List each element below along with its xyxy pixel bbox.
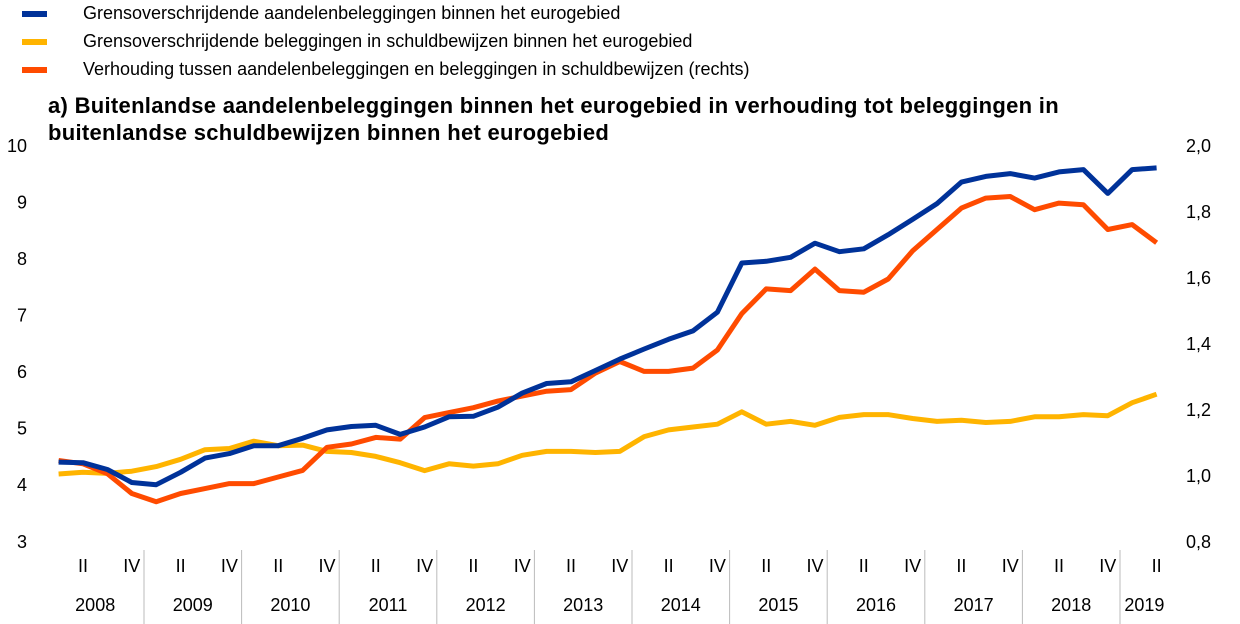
x-tick-label: II [78, 556, 88, 576]
year-label: 2018 [1051, 595, 1091, 615]
legend-label: Grensoverschrijdende beleggingen in schu… [83, 31, 692, 51]
y-tick-label: 3 [17, 532, 27, 552]
y-tick-label: 6 [17, 362, 27, 382]
year-label: 2012 [466, 595, 506, 615]
year-label: 2019 [1124, 595, 1164, 615]
year-label: 2010 [270, 595, 310, 615]
x-tick-label: IV [123, 556, 140, 576]
chart-title: a) Buitenlandse aandelenbeleggingen binn… [48, 93, 1059, 145]
series-line [58, 165, 1157, 488]
year-label: 2017 [954, 595, 994, 615]
x-tick-label: IV [904, 556, 921, 576]
x-tick-label: II [273, 556, 283, 576]
year-label: 2014 [661, 595, 701, 615]
x-tick-label: II [1152, 556, 1162, 576]
y2-tick-label: 1,4 [1186, 334, 1211, 354]
x-tick-label: II [566, 556, 576, 576]
y2-tick-label: 2,0 [1186, 136, 1211, 156]
x-tick-label: IV [806, 556, 823, 576]
x-tick-label: IV [416, 556, 433, 576]
x-tick-label: IV [709, 556, 726, 576]
x-tick-label: II [1054, 556, 1064, 576]
y2-tick-label: 1,6 [1186, 268, 1211, 288]
year-label: 2011 [369, 595, 408, 615]
y-tick-label: 5 [17, 419, 27, 439]
x-tick-label: II [371, 556, 381, 576]
year-label: 2013 [563, 595, 603, 615]
x-tick-label: II [468, 556, 478, 576]
x-tick-label: IV [514, 556, 531, 576]
y2-tick-label: 1,0 [1186, 466, 1211, 486]
y2-tick-label: 1,2 [1186, 400, 1211, 420]
y2-tick-label: 1,8 [1186, 202, 1211, 222]
year-label: 2009 [173, 595, 213, 615]
x-tick-label: II [176, 556, 186, 576]
year-label: 2008 [75, 595, 115, 615]
x-tick-label: II [664, 556, 674, 576]
x-tick-label: IV [318, 556, 335, 576]
x-tick-label: IV [1002, 556, 1019, 576]
x-tick-label: II [956, 556, 966, 576]
x-tick-label: II [761, 556, 771, 576]
series-line [58, 391, 1158, 477]
y-tick-label: 9 [17, 192, 27, 212]
legend-label: Grensoverschrijdende aandelenbeleggingen… [83, 3, 620, 23]
x-tick-label: IV [221, 556, 238, 576]
y-tick-label: 10 [7, 136, 27, 156]
y-tick-label: 8 [17, 249, 27, 269]
y-tick-label: 4 [17, 475, 27, 495]
legend-label: Verhouding tussen aandelenbeleggingen en… [83, 59, 750, 79]
x-tick-label: II [859, 556, 869, 576]
y2-tick-label: 0,8 [1186, 532, 1211, 552]
year-label: 2016 [856, 595, 896, 615]
y-tick-label: 7 [17, 305, 27, 325]
x-tick-label: IV [611, 556, 628, 576]
x-tick-label: IV [1099, 556, 1116, 576]
year-label: 2015 [758, 595, 798, 615]
